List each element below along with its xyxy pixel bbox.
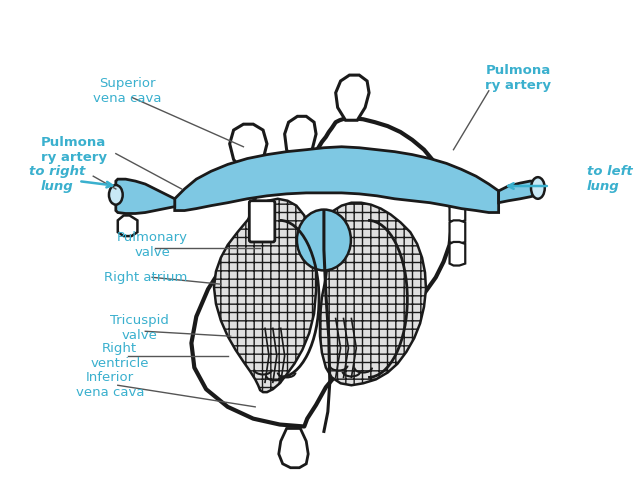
Ellipse shape: [297, 210, 351, 270]
Text: Right
ventricle: Right ventricle: [90, 342, 149, 370]
Polygon shape: [118, 216, 138, 236]
FancyBboxPatch shape: [250, 201, 275, 242]
Ellipse shape: [531, 177, 545, 199]
Text: Right atrium: Right atrium: [104, 271, 187, 284]
Text: Pulmona
ry artery: Pulmona ry artery: [40, 136, 107, 164]
Text: to left
lung: to left lung: [587, 165, 633, 193]
Ellipse shape: [109, 185, 123, 204]
Polygon shape: [191, 118, 451, 427]
Polygon shape: [499, 181, 538, 203]
Polygon shape: [336, 75, 369, 120]
Text: Tricuspid
valve: Tricuspid valve: [110, 314, 169, 342]
Polygon shape: [214, 199, 316, 392]
Polygon shape: [279, 429, 308, 468]
Polygon shape: [449, 199, 465, 222]
Polygon shape: [449, 242, 465, 265]
Polygon shape: [230, 124, 267, 171]
Polygon shape: [320, 203, 426, 385]
Polygon shape: [175, 147, 499, 213]
Text: Pulmona
ry artery: Pulmona ry artery: [485, 64, 551, 92]
Polygon shape: [285, 116, 316, 163]
Polygon shape: [116, 179, 175, 214]
Polygon shape: [449, 220, 465, 244]
Text: Inferior
vena cava: Inferior vena cava: [76, 371, 144, 399]
Text: Pulmonary
valve: Pulmonary valve: [116, 231, 188, 259]
Text: to right
lung: to right lung: [29, 165, 85, 193]
Text: Superior
vena cava: Superior vena cava: [93, 77, 162, 105]
